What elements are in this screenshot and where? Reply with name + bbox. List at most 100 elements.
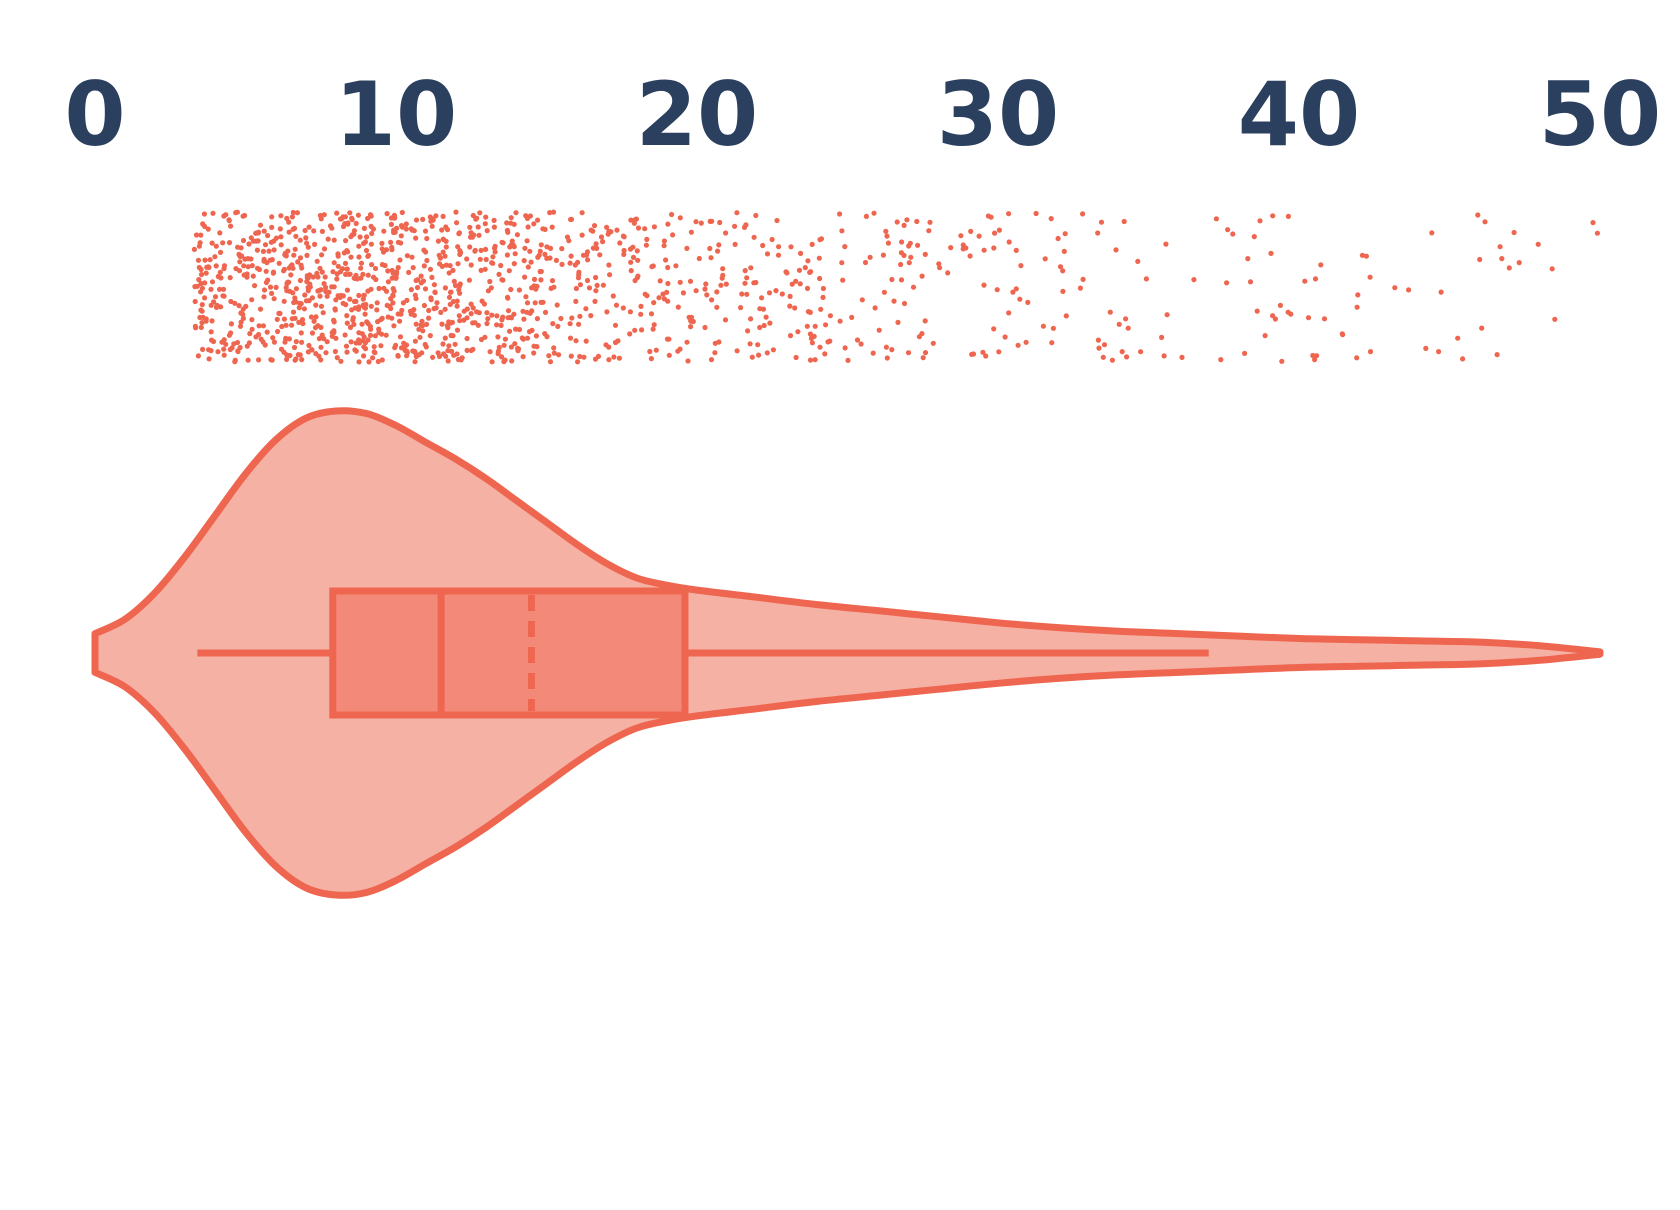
data-point (429, 223, 435, 229)
data-point (359, 331, 365, 337)
data-point (322, 274, 328, 280)
data-point (413, 295, 419, 302)
data-point (638, 311, 644, 317)
data-point (898, 277, 905, 283)
data-point (739, 291, 745, 297)
data-point (256, 357, 262, 363)
data-point (284, 288, 290, 294)
data-point (506, 268, 512, 274)
data-point (423, 344, 429, 350)
data-point (256, 331, 262, 338)
data-point (192, 284, 198, 290)
data-point (372, 350, 378, 356)
data-point (395, 265, 401, 271)
data-point (411, 307, 417, 313)
data-point (1023, 339, 1029, 345)
data-point (787, 333, 794, 339)
data-point (600, 239, 606, 245)
data-point (278, 213, 284, 219)
data-point (550, 321, 556, 327)
data-point (286, 229, 292, 235)
data-point (568, 216, 574, 223)
data-point (446, 270, 452, 276)
data-point (393, 342, 399, 348)
data-point (748, 265, 754, 271)
data-point (196, 264, 202, 271)
data-point (575, 259, 581, 265)
data-point (845, 357, 851, 363)
data-point (513, 326, 519, 332)
data-point (520, 308, 526, 314)
data-point (418, 280, 424, 286)
data-point (1318, 262, 1324, 268)
data-point (365, 272, 371, 278)
data-point (880, 252, 887, 258)
data-point (648, 311, 655, 317)
data-point (590, 245, 597, 251)
data-point (413, 235, 419, 241)
data-point (318, 344, 324, 350)
data-point (632, 327, 638, 333)
data-point (505, 315, 511, 321)
data-point (398, 345, 405, 351)
data-point (529, 327, 535, 333)
data-point (688, 324, 694, 330)
data-point (1061, 248, 1067, 254)
data-point (228, 298, 234, 305)
data-point (628, 268, 634, 274)
data-point (412, 359, 418, 365)
data-point (473, 216, 479, 222)
data-point (221, 352, 227, 358)
data-point (438, 309, 444, 315)
data-point (1340, 332, 1346, 338)
data-point (344, 287, 350, 293)
data-point (504, 252, 510, 258)
data-point (594, 282, 600, 288)
data-point (207, 257, 213, 263)
data-point (555, 323, 561, 329)
data-point (484, 310, 490, 316)
data-point (579, 232, 585, 238)
data-point (1312, 357, 1318, 363)
data-point (489, 260, 495, 266)
data-point (411, 312, 417, 318)
data-point (792, 305, 798, 311)
data-point (630, 244, 636, 250)
data-point (347, 296, 353, 302)
data-point (261, 228, 267, 234)
data-point (483, 246, 489, 252)
data-point (399, 307, 405, 313)
data-point (196, 277, 202, 283)
data-point (556, 352, 562, 358)
data-point (270, 270, 276, 276)
data-point (241, 263, 247, 269)
data-point (677, 215, 683, 221)
data-point (822, 351, 828, 357)
data-point (274, 316, 280, 322)
data-point (454, 303, 460, 309)
data-point (677, 346, 683, 352)
data-point (883, 344, 890, 350)
data-point (930, 340, 936, 346)
data-point (606, 228, 612, 234)
data-point (732, 223, 738, 229)
data-point (388, 239, 394, 245)
data-point (1161, 353, 1167, 359)
data-point (644, 236, 650, 242)
data-point (203, 318, 209, 324)
data-point (331, 317, 337, 323)
data-point (748, 316, 754, 322)
data-point (1125, 325, 1131, 331)
data-point (428, 218, 434, 224)
data-point (502, 357, 508, 363)
data-point (1163, 241, 1169, 247)
data-point (743, 222, 749, 228)
data-point (839, 260, 845, 266)
data-point (440, 341, 446, 347)
data-point (883, 228, 889, 234)
data-point (464, 335, 470, 342)
data-point (487, 278, 493, 285)
data-point (715, 248, 721, 254)
data-point (191, 246, 197, 252)
data-point (588, 313, 594, 319)
